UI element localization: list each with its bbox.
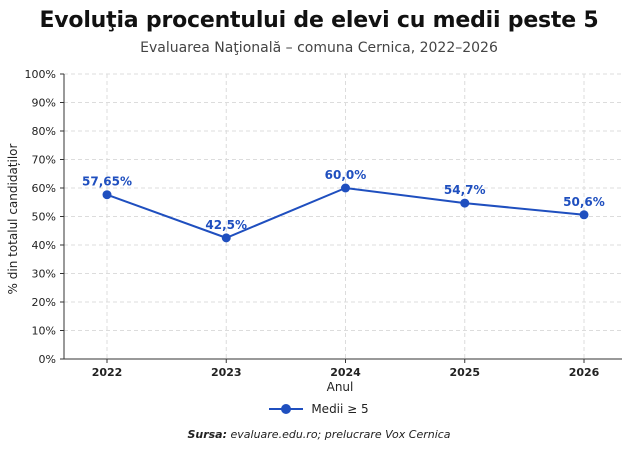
y-tick-label: 10% <box>32 325 56 338</box>
data-point <box>341 183 350 193</box>
data-point <box>221 233 231 243</box>
x-tick-label: 2023 <box>211 366 242 379</box>
y-tick-label: 70% <box>32 154 56 167</box>
source-note: Sursa: evaluare.edu.ro; prelucrare Vox C… <box>0 428 638 441</box>
chart-subtitle: Evaluarea Naţională – comuna Cernica, 20… <box>140 40 498 56</box>
y-tick-labels: 0% 10% 20% 30% 40% 50% 60% 70% 80% 90% 100% <box>25 68 56 366</box>
legend: Medii ≥ 5 <box>0 402 638 416</box>
y-tick-label: 20% <box>32 296 56 309</box>
chart-title: Evoluţia procentului de elevi cu medii p… <box>39 8 599 33</box>
gridlines <box>64 73 622 359</box>
line-chart: 0%10%20%30%40%50%60%70%80%90%100% 2022 20… <box>6 68 622 394</box>
y-tick-label: 0% <box>39 353 56 366</box>
x-axis-label: Anul <box>327 380 354 394</box>
y-tick-label: 80% <box>32 125 56 138</box>
y-tick-label: 30% <box>32 268 56 281</box>
y-tick-label: 60% <box>32 182 56 195</box>
source-text: evaluare.edu.ro; prelucrare Vox Cernica <box>230 428 451 441</box>
x-tick-labels: 2022 2023 2024 2025 2026 <box>92 366 600 379</box>
data-label: 54,7% <box>444 183 486 197</box>
source-label: Sursa: <box>187 428 227 441</box>
data-label: 42,5% <box>205 218 247 232</box>
data-label: 50,6% <box>563 195 605 209</box>
y-tick-label: 90% <box>32 97 56 110</box>
data-point <box>579 210 589 220</box>
legend-label: Medii ≥ 5 <box>311 402 369 416</box>
data-labels: 57,65% 42,5% 60,0% 54,7% 50,6% <box>82 168 605 232</box>
legend-swatch <box>269 403 304 415</box>
y-tick-label: 50% <box>32 211 56 224</box>
data-point <box>460 198 470 208</box>
axes <box>60 73 622 363</box>
x-tick-label: 2026 <box>569 366 600 379</box>
data-label: 57,65% <box>82 175 132 189</box>
y-axis-label: % din totalul candidaților <box>6 143 20 294</box>
data-point <box>102 190 112 200</box>
y-tick-label: 100% <box>25 68 56 81</box>
data-label: 60,0% <box>325 168 367 182</box>
series-line <box>102 183 589 243</box>
y-tick-label: 40% <box>32 239 56 252</box>
x-tick-label: 2025 <box>449 366 480 379</box>
x-tick-label: 2024 <box>330 366 361 379</box>
x-tick-label: 2022 <box>92 366 123 379</box>
